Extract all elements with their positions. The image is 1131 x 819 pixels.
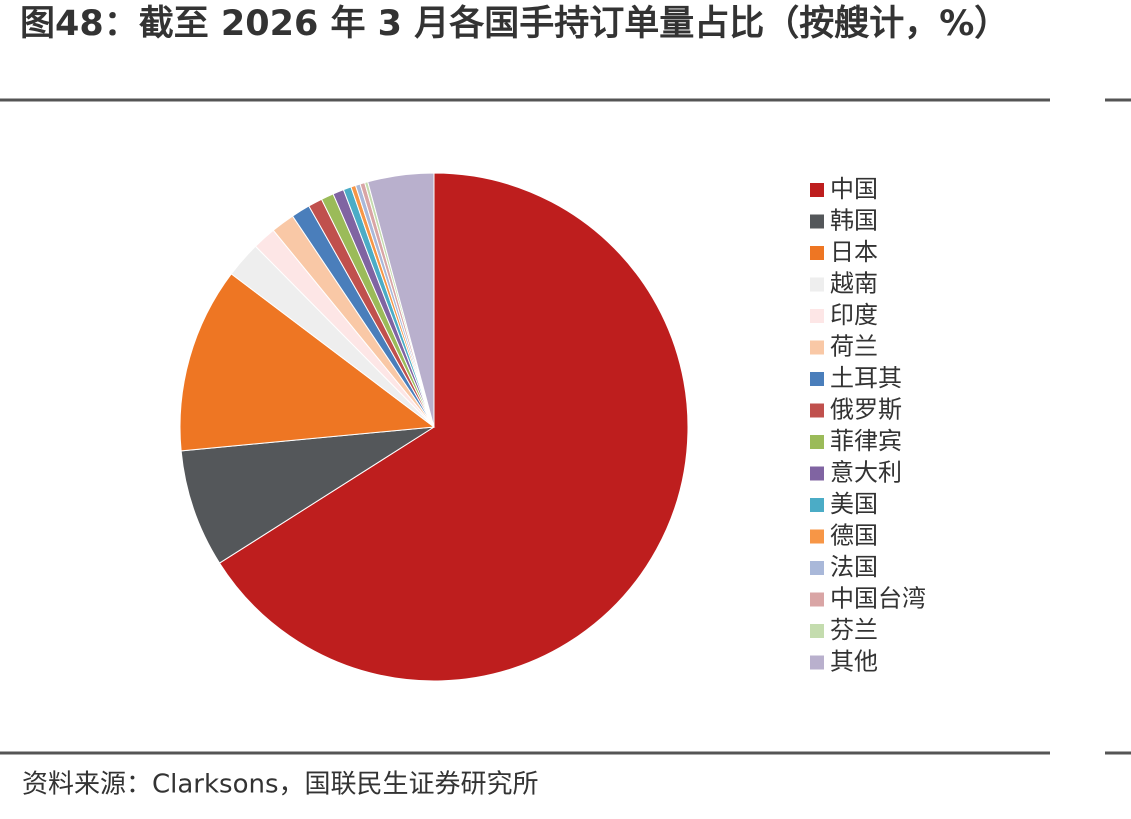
legend-label: 其他	[830, 648, 878, 676]
legend-swatch	[810, 277, 824, 292]
legend-label: 俄罗斯	[830, 396, 902, 424]
legend-label: 越南	[830, 270, 878, 298]
legend-swatch	[810, 466, 824, 481]
chart-title: 图48：截至 2026 年 3 月各国手持订单量占比（按艘计，%）	[20, 4, 1010, 44]
legend-label: 韩国	[830, 207, 878, 235]
legend-label: 意大利	[830, 459, 902, 487]
pie-slice	[218, 172, 689, 682]
legend-swatch	[810, 624, 824, 638]
legend-swatch	[810, 183, 824, 197]
legend-swatch	[810, 340, 824, 355]
legend-label: 法国	[830, 553, 878, 581]
legend-swatch	[810, 309, 824, 323]
legend-label: 荷兰	[830, 333, 878, 361]
legend-label: 印度	[830, 301, 878, 329]
legend-swatch	[810, 529, 824, 544]
legend-swatch	[810, 246, 824, 260]
legend-swatch	[810, 214, 824, 229]
title-box: 图48：截至 2026 年 3 月各国手持订单量占比（按艘计，%）	[20, 4, 1010, 44]
pie-slice	[367, 172, 435, 428]
legend-swatch	[810, 498, 824, 512]
legend-swatch	[810, 561, 824, 575]
legend-label: 中国台湾	[830, 585, 926, 613]
pie-slice	[180, 426, 435, 564]
legend-swatch	[810, 403, 824, 418]
legend-label: 美国	[830, 490, 878, 518]
legend-swatch	[810, 592, 824, 607]
legend-label: 土耳其	[830, 364, 902, 392]
legend-swatch	[810, 372, 824, 386]
legend-label: 芬兰	[830, 616, 878, 644]
legend-label: 日本	[830, 238, 878, 266]
legend-label: 菲律宾	[830, 427, 902, 455]
legend-swatch	[810, 655, 824, 670]
legend-label: 中国	[830, 175, 878, 203]
legend-label: 德国	[830, 522, 878, 550]
pie-slice	[179, 273, 436, 452]
legend-swatch	[810, 435, 824, 449]
source: 资料来源：Clarksons，国联民生证券研究所	[22, 770, 539, 800]
